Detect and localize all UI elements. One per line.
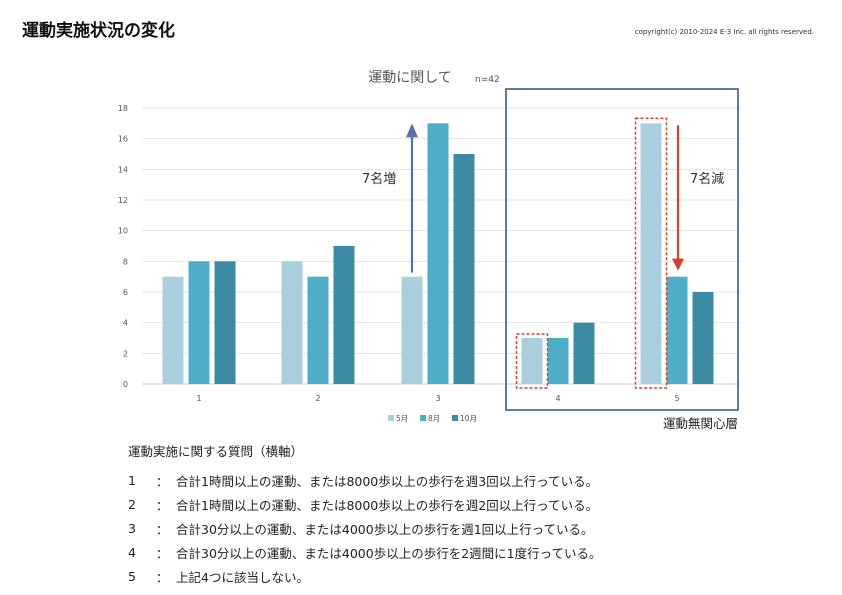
question-number: 2 — [128, 496, 136, 512]
x-tick-label: 3 — [435, 394, 440, 403]
y-tick-label: 12 — [118, 196, 128, 205]
bar-10月-q4 — [573, 322, 595, 384]
question-item: 3 ： 合計30分以上の運動、または4000歩以上の歩行を週1回以上行っている。 — [128, 516, 602, 540]
increase-label: 7名増 — [362, 171, 396, 187]
legend-swatch — [420, 415, 426, 421]
y-tick-label: 0 — [123, 380, 128, 389]
copyright-notice: copyright(c) 2010-2024 E-3 Inc. all righ… — [634, 28, 814, 36]
bar-5月-q4 — [521, 338, 543, 384]
bar-10月-q5 — [692, 292, 714, 384]
question-number: 5 — [128, 568, 136, 584]
question-heading: 運動実施に関する質問（横軸） — [128, 444, 304, 459]
question-text: 合計30分以上の運動、または4000歩以上の歩行を週1回以上行っている。 — [176, 521, 594, 537]
bar-10月-q1 — [214, 261, 236, 384]
question-text: 合計1時間以上の運動、または8000歩以上の歩行を週2回以上行っている。 — [176, 497, 599, 513]
decrease-label: 7名減 — [690, 171, 724, 187]
highlight-q4-may — [515, 333, 549, 389]
indifferent-group-label: 運動無関心層 — [663, 416, 738, 431]
bar-8月-q1 — [188, 261, 210, 384]
increase-arrowhead — [406, 123, 418, 138]
question-item: 2 ： 合計1時間以上の運動、または8000歩以上の歩行を週2回以上行っている。 — [128, 492, 602, 516]
bar-5月-q5 — [640, 123, 662, 384]
decrease-arrowhead — [672, 258, 684, 271]
question-item: 5 ： 上記4つに該当しない。 — [128, 564, 602, 588]
question-number: 3 — [128, 520, 136, 536]
legend-swatch — [452, 415, 458, 421]
question-colon: ： — [156, 545, 169, 561]
bar-8月-q4 — [547, 338, 569, 384]
bar-5月-q3 — [401, 276, 423, 384]
x-tick-label: 4 — [555, 394, 560, 403]
question-text: 合計1時間以上の運動、または8000歩以上の歩行を週3回以上行っている。 — [176, 473, 599, 489]
indifferent-group-box — [505, 88, 739, 411]
y-tick-label: 14 — [118, 165, 128, 174]
x-tick-label: 2 — [315, 394, 320, 403]
bar-10月-q3 — [453, 154, 475, 384]
x-tick-label: 1 — [196, 394, 201, 403]
chart-subtitle: n=42 — [475, 75, 500, 85]
x-tick-label: 5 — [674, 394, 679, 403]
legend-swatch — [388, 415, 394, 421]
bar-8月-q3 — [427, 123, 449, 384]
bar-5月-q2 — [281, 261, 303, 384]
question-colon: ： — [156, 497, 169, 513]
bar-5月-q1 — [162, 276, 184, 384]
legend-label: 8月 — [428, 414, 440, 423]
question-number: 1 — [128, 472, 136, 488]
y-tick-label: 6 — [123, 288, 128, 297]
page-title: 運動実施状況の変化 — [22, 21, 175, 41]
question-colon: ： — [156, 569, 169, 585]
question-number: 4 — [128, 544, 136, 560]
y-tick-label: 18 — [118, 104, 128, 113]
question-colon: ： — [156, 473, 169, 489]
question-item: 1 ： 合計1時間以上の運動、または8000歩以上の歩行を週3回以上行っている。 — [128, 468, 602, 492]
question-colon: ： — [156, 521, 169, 537]
y-tick-label: 8 — [123, 257, 128, 266]
legend-label: 5月 — [396, 414, 408, 423]
y-tick-label: 2 — [123, 349, 128, 358]
y-tick-label: 10 — [118, 227, 128, 236]
question-text: 合計30分以上の運動、または4000歩以上の歩行を2週間に1度行っている。 — [176, 545, 602, 561]
question-text: 上記4つに該当しない。 — [176, 569, 309, 585]
bar-8月-q2 — [307, 276, 329, 384]
bar-10月-q2 — [333, 246, 355, 384]
chart-title: 運動に関して — [368, 70, 452, 86]
bar-8月-q5 — [666, 276, 688, 384]
y-tick-label: 16 — [118, 135, 128, 144]
y-tick-label: 4 — [123, 319, 128, 328]
legend-label: 10月 — [460, 414, 477, 423]
question-item: 4 ： 合計30分以上の運動、または4000歩以上の歩行を2週間に1度行っている… — [128, 540, 602, 564]
highlight-q5-may — [634, 117, 668, 389]
question-list: 運動実施に関する質問（横軸） 1 ： 合計1時間以上の運動、または8000歩以上… — [128, 441, 602, 588]
